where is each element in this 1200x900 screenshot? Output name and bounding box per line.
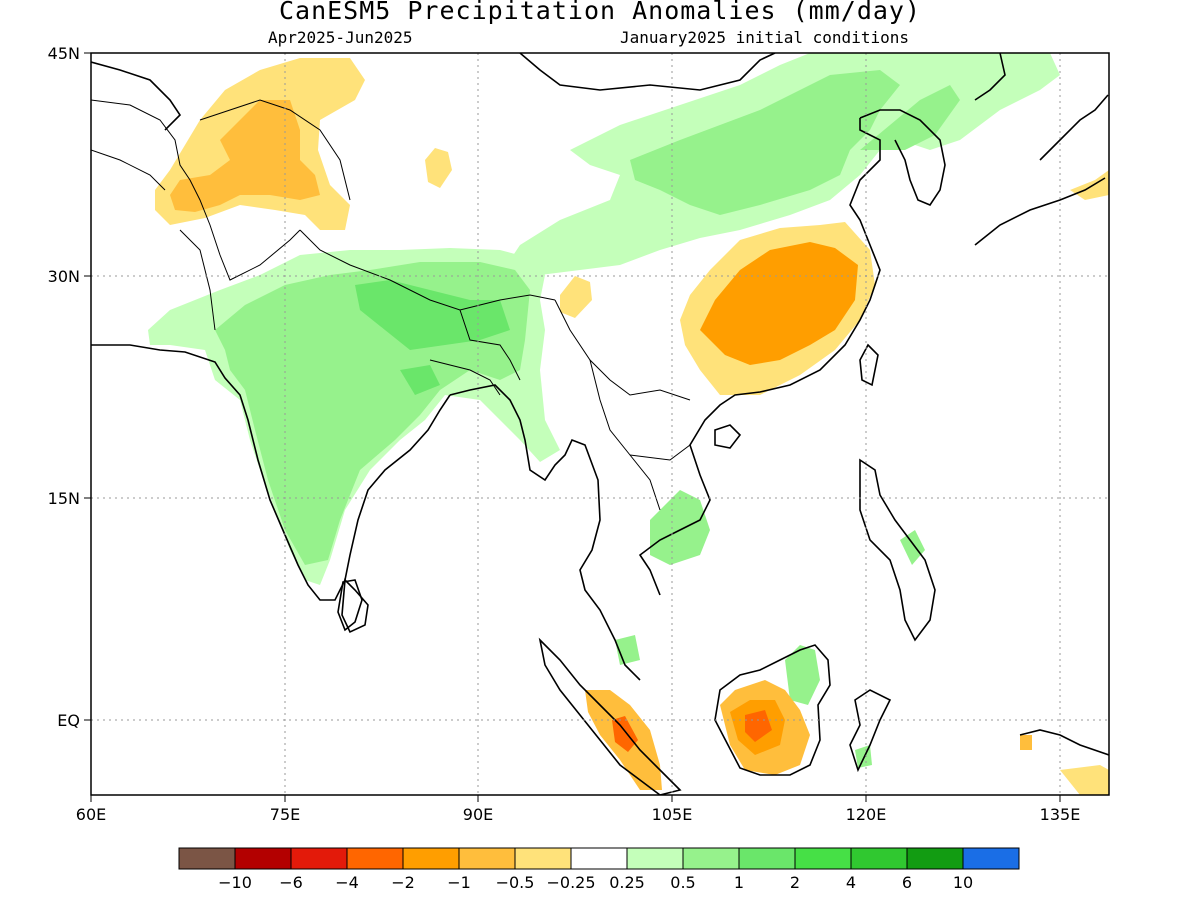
anomaly-wet-north-china-core <box>630 70 900 215</box>
anomaly-dry-newguinea <box>1060 765 1109 795</box>
lon-tick-label: 75E <box>270 805 300 824</box>
colorbar-swatch <box>626 847 684 870</box>
anomaly-dry-northwest-core <box>170 100 320 212</box>
colorbar-swatch <box>962 847 1020 870</box>
map-title: CanESM5 Precipitation Anomalies (mm/day) <box>278 0 922 25</box>
colorbar-label: −2 <box>391 873 415 892</box>
colorbar-label: 0.5 <box>670 873 695 892</box>
graticule <box>91 53 1109 795</box>
lat-tick-label: EQ <box>57 711 80 730</box>
anomaly-dry-borneo-center <box>745 710 772 742</box>
anomaly-wet-borneo-north <box>785 645 820 705</box>
lon-tick-label: 60E <box>76 805 106 824</box>
lon-tick-label: 105E <box>652 805 693 824</box>
colorbar-label: −1 <box>447 873 471 892</box>
anomaly-dry-east-spot <box>1020 735 1032 750</box>
colorbar-label: 2 <box>790 873 800 892</box>
colorbar-label: −6 <box>279 873 303 892</box>
colorbar-label: −0.25 <box>546 873 595 892</box>
lat-tick-label: 15N <box>48 489 80 508</box>
lon-tick-label: 90E <box>463 805 493 824</box>
colorbar-label: 1 <box>734 873 744 892</box>
colorbar-swatch <box>570 847 628 870</box>
colorbar-swatch <box>234 847 292 870</box>
lon-tick-labels: 60E 75E 90E 105E 120E 135E <box>76 805 1081 824</box>
colorbar-swatch <box>794 847 852 870</box>
lat-tick-labels: 45N 30N 15N EQ <box>48 44 80 730</box>
colorbar-label: 10 <box>953 873 973 892</box>
lat-tick-label: 45N <box>48 44 80 63</box>
colorbar-swatch <box>402 847 460 870</box>
anomaly-dry-japan <box>1070 170 1109 200</box>
anomaly-dry-yunnan-spot <box>560 276 592 318</box>
anomaly-layer <box>148 53 1109 795</box>
colorbar-swatch <box>738 847 796 870</box>
anomaly-dry-sumatra-core <box>612 716 638 752</box>
colorbar-swatch <box>906 847 964 870</box>
forecast-period: Apr2025-Jun2025 <box>268 28 413 47</box>
colorbar-swatch <box>850 847 908 870</box>
initial-conditions: January2025 initial conditions <box>620 28 909 47</box>
anomaly-dry-tibet-spot <box>425 148 452 188</box>
colorbar-swatch <box>514 847 572 870</box>
colorbar-label: 6 <box>902 873 912 892</box>
anomaly-wet-philippines <box>900 530 925 565</box>
anomaly-wet-gangetic <box>355 280 510 350</box>
anomaly-wet-sulawesi <box>855 745 872 768</box>
colorbar-swatch <box>346 847 404 870</box>
country-boundaries <box>91 99 691 511</box>
colorbar-swatch <box>178 847 236 870</box>
colorbar-label: −4 <box>335 873 359 892</box>
colorbar-swatch <box>290 847 348 870</box>
colorbar-swatch <box>458 847 516 870</box>
colorbar-label: 4 <box>846 873 856 892</box>
map-frame <box>90 52 1110 796</box>
lon-tick-label: 120E <box>846 805 887 824</box>
lat-tick-label: 30N <box>48 267 80 286</box>
lon-tick-label: 135E <box>1040 805 1081 824</box>
coastlines <box>91 53 1109 795</box>
colorbar-swatch <box>682 847 740 870</box>
anomaly-dry-southeast-china-core <box>700 242 858 365</box>
colorbar-label: −10 <box>218 873 252 892</box>
colorbar: −10 −6 −4 −2 −1 −0.5 −0.25 0.25 0.5 1 2 4 6 10 <box>178 847 1020 892</box>
anomaly-wet-korea <box>860 85 960 150</box>
colorbar-label: −0.5 <box>496 873 535 892</box>
colorbar-label: 0.25 <box>609 873 645 892</box>
anomaly-wet-bengal <box>400 365 440 395</box>
axis-ticks <box>84 52 1061 802</box>
anomaly-wet-indochina <box>650 490 710 565</box>
